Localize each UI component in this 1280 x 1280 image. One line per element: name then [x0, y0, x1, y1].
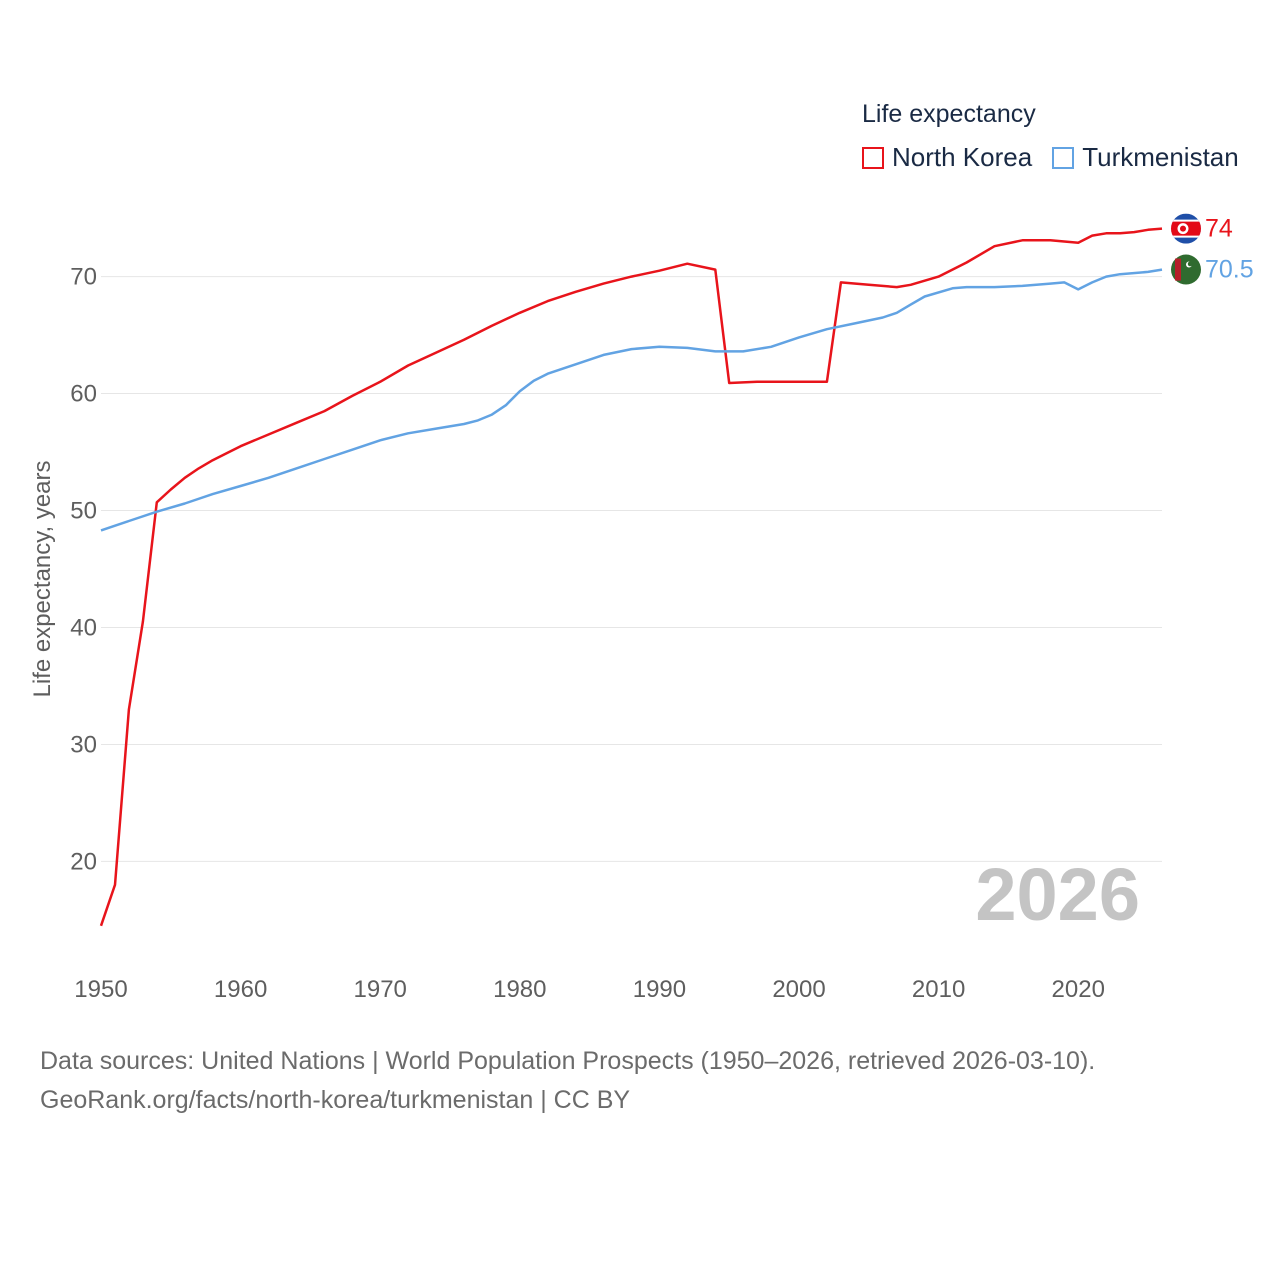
x-tick-label: 2000	[772, 976, 825, 1003]
legend-label-north-korea: North Korea	[892, 142, 1033, 172]
y-tick-label: 20	[70, 848, 97, 875]
x-tick-label: 2020	[1052, 976, 1105, 1003]
source-note: Data sources: United Nations | World Pop…	[40, 1042, 1095, 1120]
y-tick-label: 70	[70, 264, 97, 291]
source-link-line[interactable]: GeoRank.org/facts/north-korea/turkmenist…	[40, 1086, 631, 1114]
legend-label-turkmenistan: Turkmenistan	[1082, 142, 1239, 172]
year-watermark: 2026	[975, 853, 1140, 936]
legend-item-north-korea[interactable]: North Korea	[862, 142, 1032, 173]
x-tick-label: 1970	[354, 976, 407, 1003]
flag-north-korea-icon	[1171, 213, 1201, 244]
legend-item-turkmenistan[interactable]: Turkmenistan	[1052, 142, 1239, 173]
y-tick-label: 60	[70, 381, 97, 408]
y-axis-title: Life expectancy, years	[29, 460, 56, 697]
legend-title: Life expectancy	[862, 100, 1036, 128]
x-tick-label: 1980	[493, 976, 546, 1003]
gridlines	[101, 276, 1162, 862]
source-line-1: Data sources: United Nations | World Pop…	[40, 1047, 1096, 1075]
legend-swatch-north-korea	[862, 146, 884, 169]
x-tick-label: 2010	[912, 976, 965, 1003]
series-line-turkmenistan[interactable]	[100, 268, 1163, 532]
x-tick-label: 1960	[214, 976, 267, 1003]
y-axis-ticks: 20 30 40 50 60 70	[70, 264, 97, 876]
y-tick-label: 30	[70, 731, 97, 758]
flag-turkmenistan-icon	[1171, 254, 1201, 285]
x-tick-label: 1950	[74, 976, 127, 1003]
y-tick-label: 40	[70, 614, 97, 641]
x-tick-label: 1990	[633, 976, 686, 1003]
series-line-north-korea[interactable]	[99, 227, 1163, 927]
legend-swatch-turkmenistan	[1052, 146, 1075, 169]
y-tick-label: 50	[70, 498, 97, 525]
series-end-markers: 74 70.5	[1171, 213, 1254, 285]
x-axis-ticks: 1950 1960 1970 1980 1990 2000 2010 2020	[74, 976, 1105, 1003]
end-label-north-korea: 74	[1205, 215, 1233, 243]
end-label-turkmenistan: 70.5	[1205, 256, 1254, 284]
series-lines	[99, 227, 1163, 927]
legend: North Korea Turkmenistan	[862, 142, 1259, 173]
